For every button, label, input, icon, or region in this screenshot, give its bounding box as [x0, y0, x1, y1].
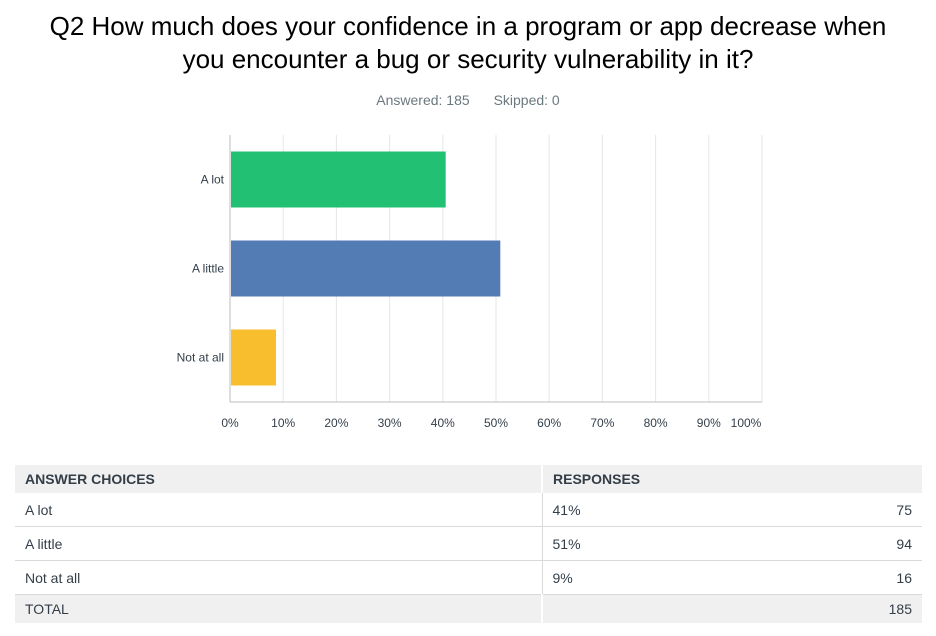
table-row: A little 51% 94 — [15, 526, 922, 561]
x-tick-label: 10% — [271, 416, 295, 430]
x-tick-label: 20% — [324, 416, 348, 430]
x-tick-label: 50% — [484, 416, 508, 430]
row-count: 16 — [713, 560, 922, 595]
responses-table: ANSWER CHOICES RESPONSES A lot 41% 75 A … — [15, 465, 922, 623]
x-tick-label: 90% — [697, 416, 721, 430]
row-choice: A little — [15, 526, 543, 561]
answer-choices-header: ANSWER CHOICES — [15, 465, 543, 493]
total-count: 185 — [713, 594, 922, 623]
answered-count: Answered: 185 — [376, 92, 470, 108]
row-percent: 9% — [542, 560, 713, 595]
category-label: Not at all — [177, 351, 224, 365]
row-percent: 41% — [542, 493, 713, 527]
row-count: 94 — [713, 526, 922, 561]
row-choice: Not at all — [15, 560, 543, 595]
x-tick-label: 0% — [221, 416, 239, 430]
category-label: A little — [192, 262, 224, 276]
response-summary: Answered: 185 Skipped: 0 — [0, 92, 936, 108]
x-tick-label: 30% — [378, 416, 402, 430]
question-title-line1: Q2 How much does your confidence in a pr… — [49, 11, 887, 41]
row-choice: A lot — [15, 493, 543, 527]
row-count: 75 — [713, 493, 922, 527]
x-tick-label: 80% — [644, 416, 668, 430]
bar — [231, 329, 277, 386]
x-tick-label: 60% — [537, 416, 561, 430]
table-row: Not at all 9% 16 — [15, 560, 922, 595]
category-label: A lot — [201, 173, 225, 187]
x-tick-label: 100% — [731, 416, 762, 430]
x-tick-label: 40% — [431, 416, 455, 430]
total-label: TOTAL — [15, 594, 543, 623]
bar — [231, 151, 446, 208]
skipped-count: Skipped: 0 — [493, 92, 560, 108]
x-tick-label: 70% — [590, 416, 614, 430]
total-percent — [542, 594, 713, 623]
responses-header: RESPONSES — [542, 465, 922, 493]
table-header-row: ANSWER CHOICES RESPONSES — [15, 465, 922, 493]
table-row: A lot 41% 75 — [15, 493, 922, 527]
question-title-line2: you encounter a bug or security vulnerab… — [182, 44, 754, 74]
bar-chart: 0% 10% 20% 30% 40% 50% 60% 70% 80% 90% 100% A lot A … — [177, 135, 763, 430]
question-title: Q2 How much does your confidence in a pr… — [20, 10, 916, 76]
bar — [231, 240, 501, 297]
table-total-row: TOTAL 185 — [15, 594, 922, 623]
row-percent: 51% — [542, 526, 713, 561]
